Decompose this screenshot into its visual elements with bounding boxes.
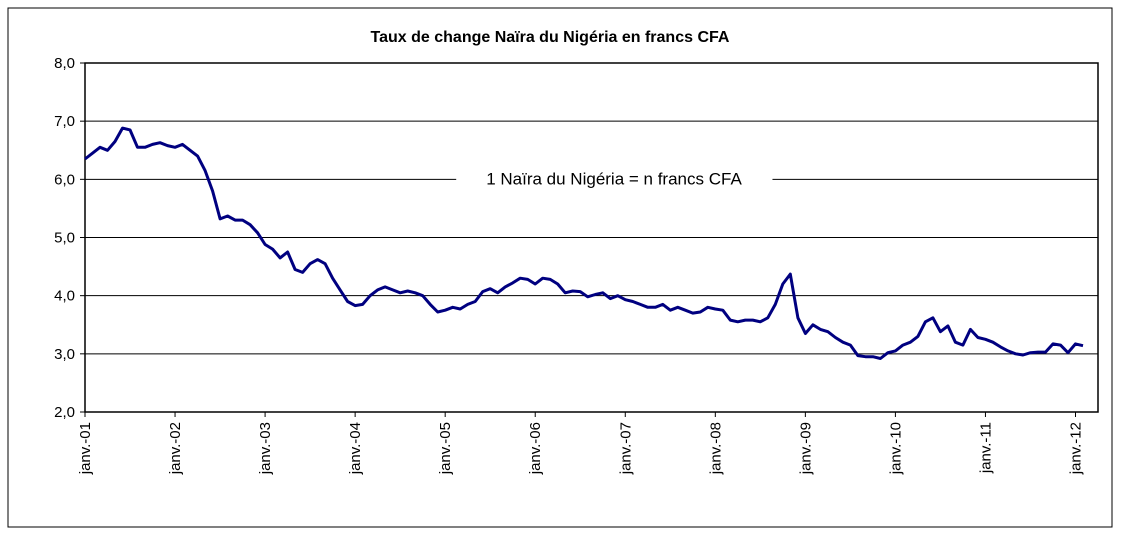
y-tick-label: 7,0 <box>54 113 75 130</box>
x-tick-label: janv.-09 <box>797 422 814 475</box>
x-tick-label: janv.-06 <box>527 422 544 475</box>
annotation: 1 Naïra du Nigéria = n francs CFA <box>486 169 742 188</box>
x-tick-label: janv.-02 <box>167 422 184 475</box>
x-tick-label: janv.-01 <box>77 422 94 475</box>
chart-title: Taux de change Naïra du Nigéria en franc… <box>371 29 730 46</box>
x-tick-label: janv.-10 <box>887 422 904 475</box>
x-tick-label: janv.-03 <box>257 422 274 475</box>
plot-area <box>84 62 1099 413</box>
y-tick-label: 3,0 <box>54 346 75 363</box>
y-tick-label: 8,0 <box>54 55 75 72</box>
x-tick-label: janv.-08 <box>707 422 724 475</box>
y-tick-label: 6,0 <box>54 171 75 188</box>
y-tick-label: 2,0 <box>54 404 75 421</box>
x-tick-label: janv.-11 <box>977 422 994 474</box>
x-tick-label: janv.-07 <box>617 422 634 475</box>
series-line <box>84 126 1084 360</box>
annotation-bg <box>456 167 773 191</box>
y-tick-label: 5,0 <box>54 230 75 247</box>
chart-border <box>7 7 1113 528</box>
y-tick-label: 4,0 <box>54 288 75 305</box>
x-tick-label: janv.-12 <box>1067 422 1084 475</box>
x-tick-label: janv.-04 <box>347 422 364 475</box>
x-tick-label: janv.-05 <box>437 422 454 475</box>
